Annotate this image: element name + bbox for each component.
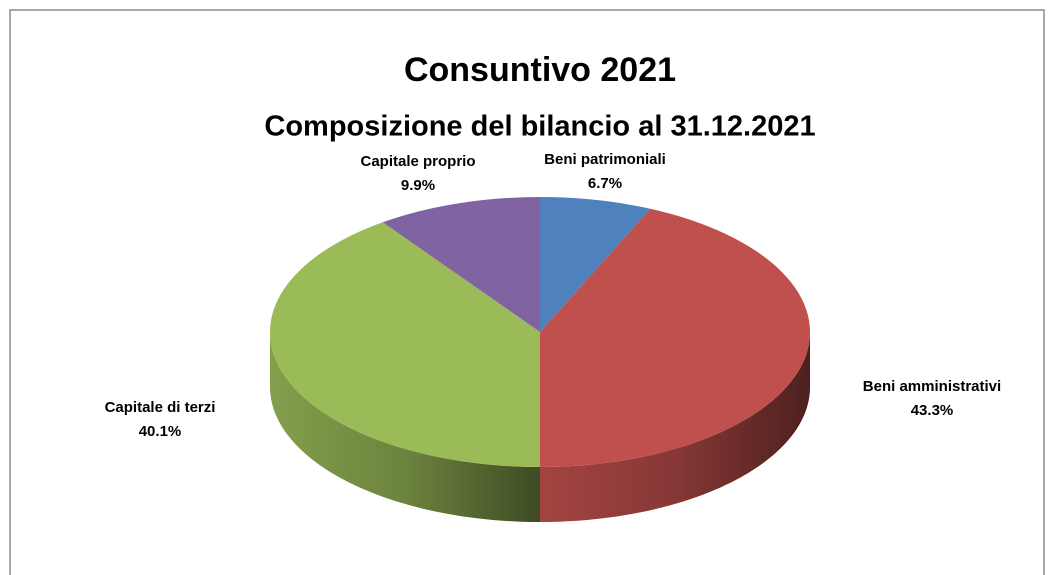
chart-title: Consuntivo 2021: [404, 51, 676, 89]
slice-side-shade: [270, 332, 540, 522]
slice: [540, 197, 651, 332]
slice-label: Beni amministrativi: [863, 378, 1001, 395]
slice-label: Capitale proprio: [360, 153, 475, 170]
slice-value-label: 9.9%: [401, 177, 435, 194]
slice: [540, 208, 811, 468]
slice-value-label: 40.1%: [139, 423, 182, 440]
chart-subtitle: Composizione del bilancio al 31.12.2021: [264, 111, 815, 143]
slice-label: Beni patrimoniali: [544, 151, 666, 168]
slice-side-shade: [540, 332, 810, 522]
slice-value-label: 43.3%: [911, 402, 954, 419]
slice: [382, 197, 540, 332]
slice-label: Capitale di terzi: [105, 399, 216, 416]
slice: [269, 222, 540, 467]
slice-value-label: 6.7%: [588, 175, 622, 192]
